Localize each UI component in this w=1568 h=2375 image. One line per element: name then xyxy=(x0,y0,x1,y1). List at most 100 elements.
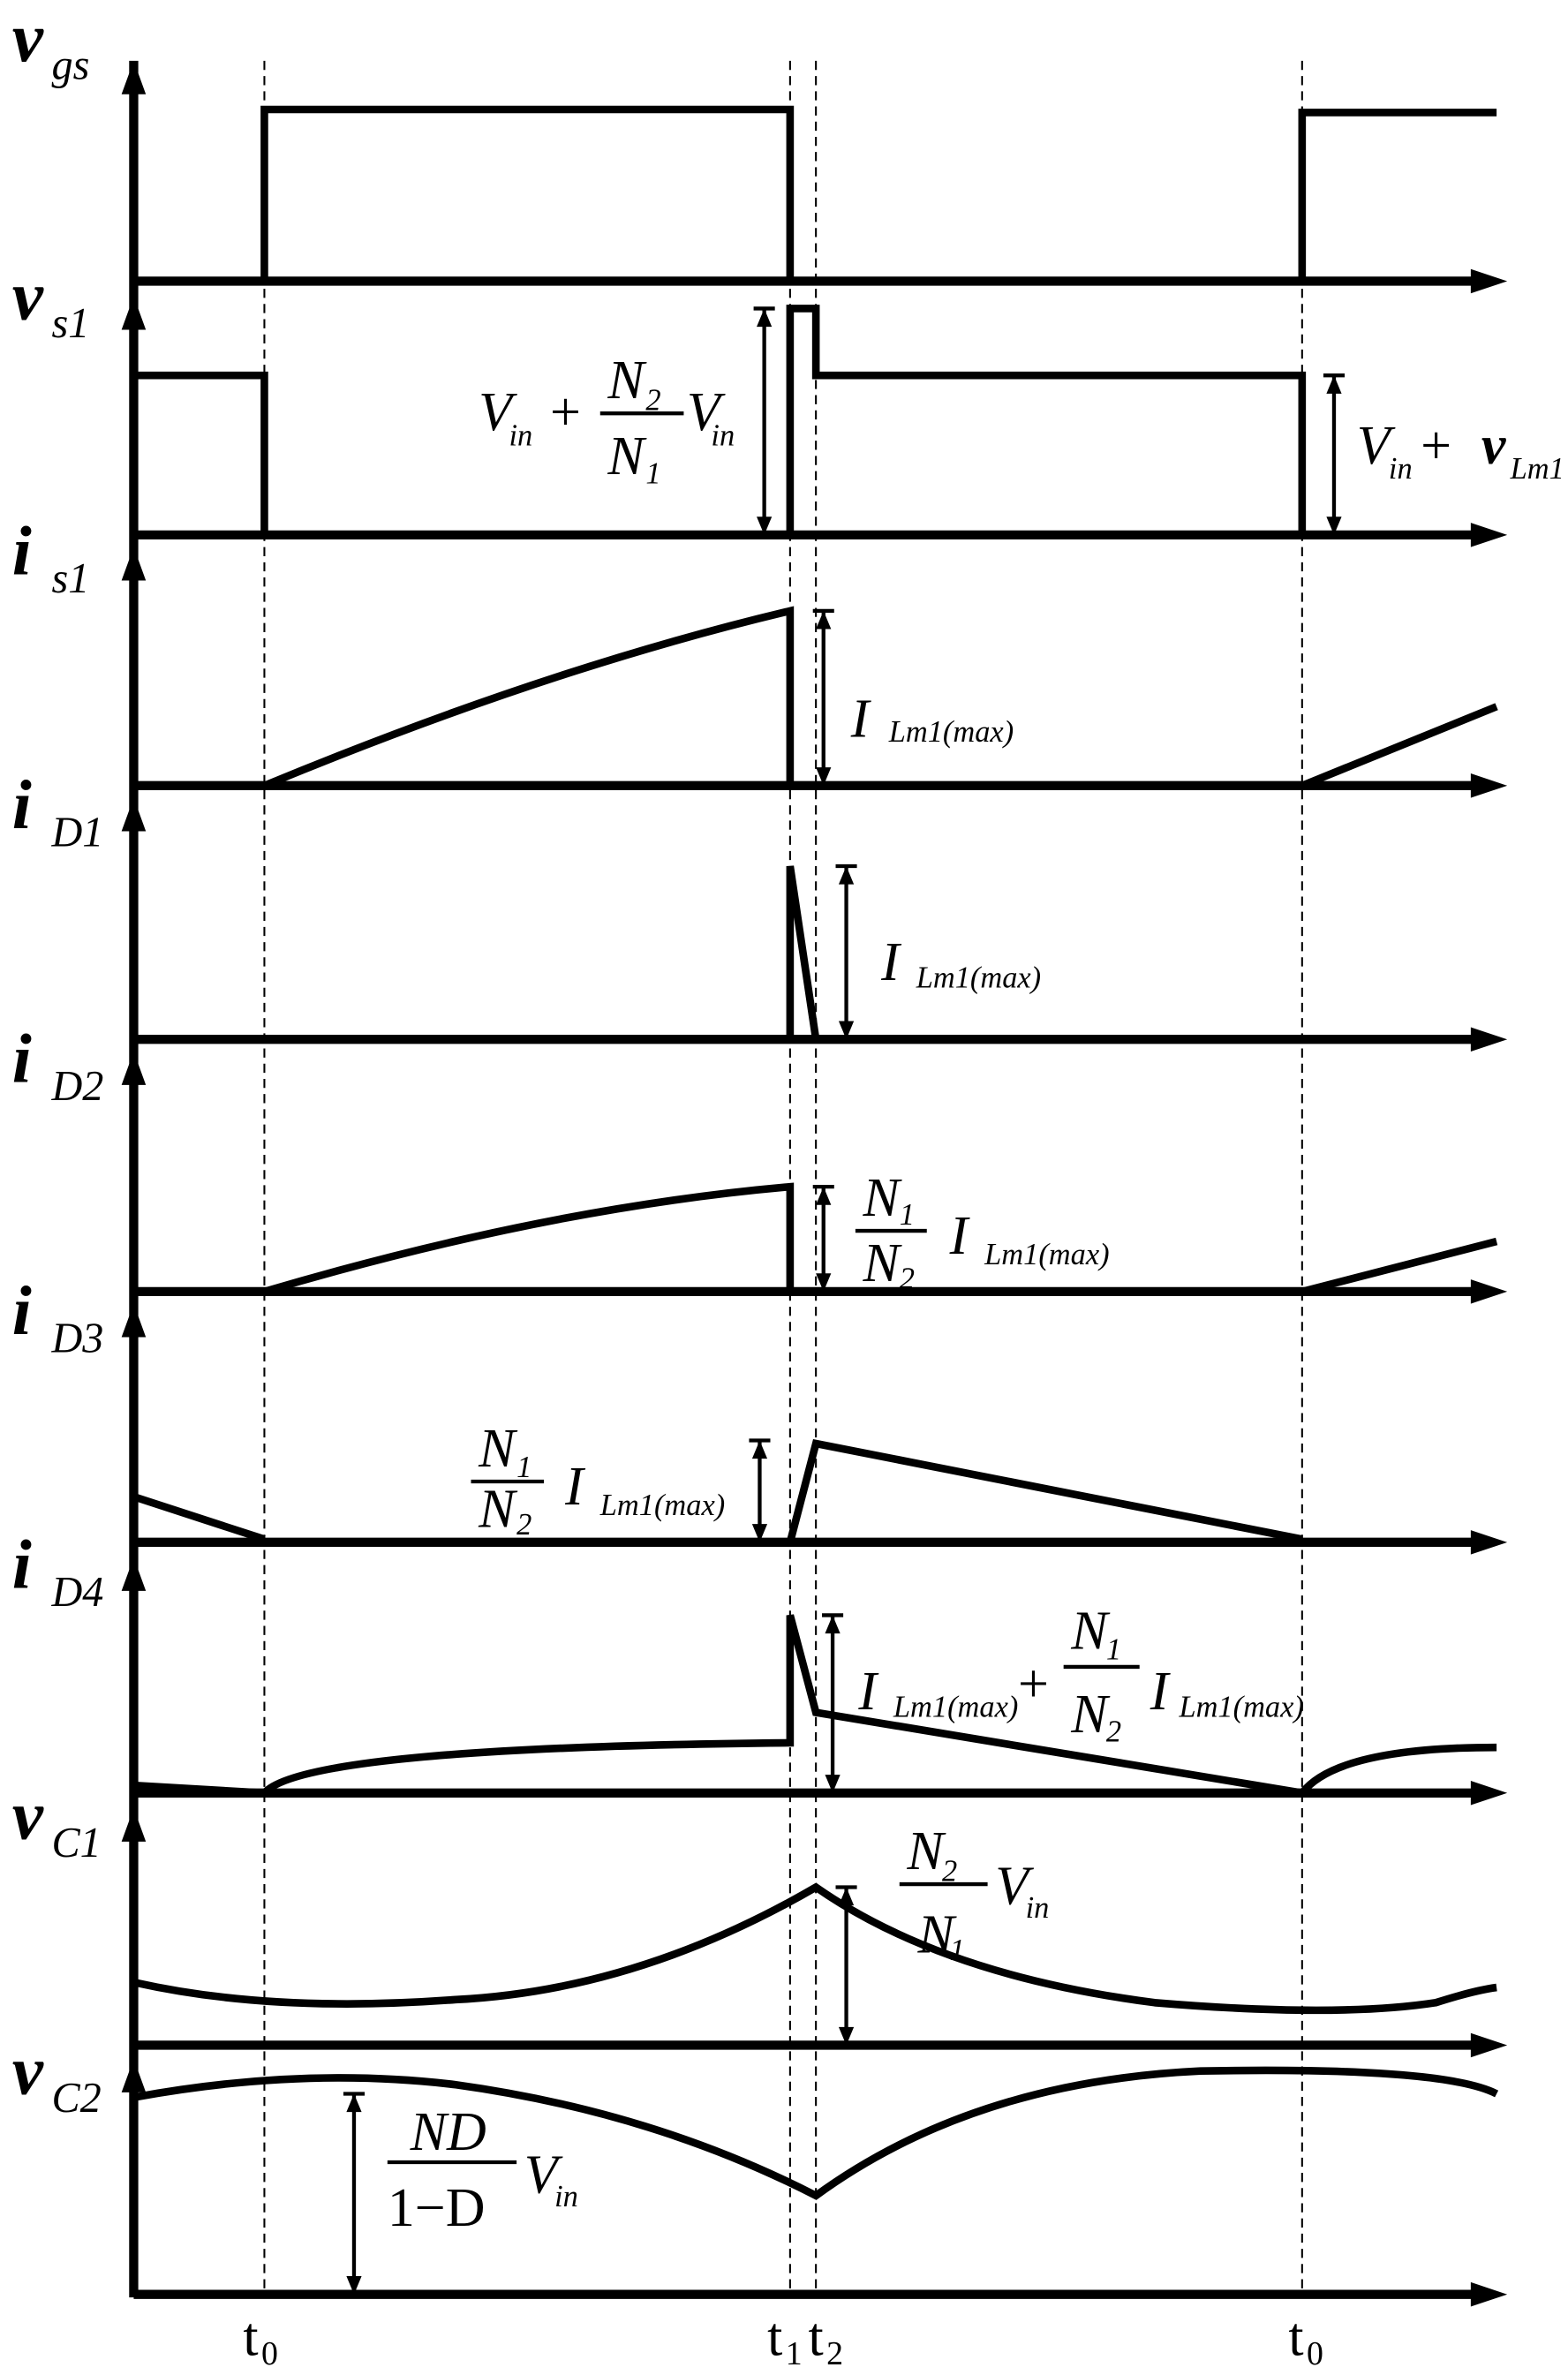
time-symbol: t xyxy=(809,2308,824,2368)
time-subscript: 0 xyxy=(261,2335,278,2372)
annotation-part: Lm1(max) xyxy=(984,1238,1109,1271)
arrowhead xyxy=(838,866,855,1040)
annotation-part: Lm1(max) xyxy=(599,1489,725,1522)
annotation-part: V xyxy=(524,2145,563,2205)
arrowhead xyxy=(825,1615,841,1793)
signal-symbol: i xyxy=(12,513,32,591)
axis-arrow xyxy=(1470,2032,1508,2058)
annotation-part: 1 xyxy=(900,1198,915,1232)
signal-subscript: D2 xyxy=(51,1063,104,1110)
time-subscript: 0 xyxy=(1307,2335,1323,2372)
annotation-part: N xyxy=(906,1821,946,1881)
annotation-part: in xyxy=(1026,1891,1050,1925)
axis-arrow xyxy=(1470,523,1508,547)
dimension xyxy=(1323,373,1346,538)
time-subscript: 1 xyxy=(786,2335,803,2372)
signal-symbol: i xyxy=(12,766,32,844)
annotation-part: + xyxy=(550,382,581,442)
annotation-part: N xyxy=(862,1233,902,1293)
signal-subscript: gs xyxy=(52,42,90,89)
annotation-part: 2 xyxy=(900,1262,915,1295)
axis-arrow xyxy=(1470,268,1508,294)
annotation-part: 1 xyxy=(645,456,660,490)
annotation-part: in xyxy=(1389,452,1413,486)
annotation-part: I xyxy=(949,1206,971,1266)
arrowhead xyxy=(816,610,832,786)
signal-subscript: D4 xyxy=(51,1569,104,1616)
annotation-part: N xyxy=(1070,1685,1111,1745)
annotation-part: 1 xyxy=(1106,1632,1121,1666)
signal-subscript: D3 xyxy=(51,1316,104,1362)
axis-arrow xyxy=(1470,773,1508,798)
annotation-part: V xyxy=(1357,416,1396,476)
signal-subscript: C2 xyxy=(52,2075,102,2122)
annotation-part: Lm1(max) xyxy=(1178,1691,1303,1724)
annotation-part: 2 xyxy=(516,1508,531,1542)
signal-subscript: s1 xyxy=(52,555,90,602)
annotation-part: N xyxy=(607,351,647,411)
annotation-part: I xyxy=(1150,1662,1172,1722)
annotation-part: + xyxy=(1421,416,1451,476)
annotation-part: N xyxy=(478,1419,518,1479)
signal-symbol: v xyxy=(12,0,44,77)
annotation-part: N xyxy=(478,1480,518,1540)
annotation-part: 2 xyxy=(942,1855,957,1889)
signal-symbol: v xyxy=(12,2032,44,2110)
annotation-part: V xyxy=(687,382,726,442)
annotation-part: Lm1(max) xyxy=(893,1691,1018,1724)
signal-subscript: s1 xyxy=(52,300,90,347)
dimension xyxy=(822,1613,844,1795)
signal-symbol: v xyxy=(12,257,44,335)
annotation-part: I xyxy=(857,1662,879,1722)
annotation-part: 1 xyxy=(950,1934,965,1967)
annotation-part: Lm1(max) xyxy=(916,961,1041,995)
signal-subscript: D1 xyxy=(51,810,104,856)
axis-arrow xyxy=(1470,2281,1508,2307)
annotation-part: V xyxy=(479,382,517,442)
annotation-part: in xyxy=(711,418,735,452)
annotation-part: 2 xyxy=(1106,1715,1121,1748)
axis-arrow xyxy=(1470,1027,1508,1052)
annotation-part: N xyxy=(862,1168,902,1228)
signal-symbol: i xyxy=(12,1020,32,1097)
time-symbol: t xyxy=(243,2308,258,2368)
signal-symbol: i xyxy=(12,1526,32,1603)
annotation-part: 1 xyxy=(516,1451,531,1484)
signal-subscript: C1 xyxy=(52,1820,102,1866)
annotation-part: V xyxy=(995,1856,1034,1916)
annotation-part: in xyxy=(554,2180,578,2213)
axis-arrow xyxy=(1470,1279,1508,1304)
dimension-arrows xyxy=(343,306,1346,2296)
annotation-part: I xyxy=(564,1457,586,1517)
signal-symbol: i xyxy=(12,1272,32,1350)
annotation-part: 2 xyxy=(645,384,660,418)
dimension xyxy=(753,306,775,538)
annotation-part: + xyxy=(1018,1655,1049,1715)
time-subscript: 2 xyxy=(826,2335,843,2372)
signal-symbol: v xyxy=(12,1776,44,1854)
time-symbol: t xyxy=(1288,2308,1303,2368)
annotation-part: N xyxy=(607,426,647,486)
annotation-part: 1−D xyxy=(388,2178,486,2238)
annotation-part: Lm1(max) xyxy=(888,715,1014,749)
dimension xyxy=(343,2092,366,2296)
annotation-part: Lm1 xyxy=(1510,452,1564,486)
annotation-part: I xyxy=(850,690,872,750)
arrowhead xyxy=(838,1887,855,2046)
time-symbol: t xyxy=(767,2308,782,2368)
annotation-part: N xyxy=(1070,1601,1111,1661)
axis-arrow xyxy=(1470,1781,1508,1806)
annotation-part: I xyxy=(880,932,902,992)
annotation-part: v xyxy=(1481,416,1507,476)
annotation-part: ND xyxy=(410,2102,486,2162)
annotation-part: in xyxy=(509,418,533,452)
annotation-part: N xyxy=(916,1904,957,1964)
waveforms xyxy=(132,105,1499,2200)
axis-arrow xyxy=(1470,1530,1508,1555)
dimension xyxy=(835,863,857,1042)
arrowhead xyxy=(1326,375,1342,535)
dimension xyxy=(812,608,834,788)
